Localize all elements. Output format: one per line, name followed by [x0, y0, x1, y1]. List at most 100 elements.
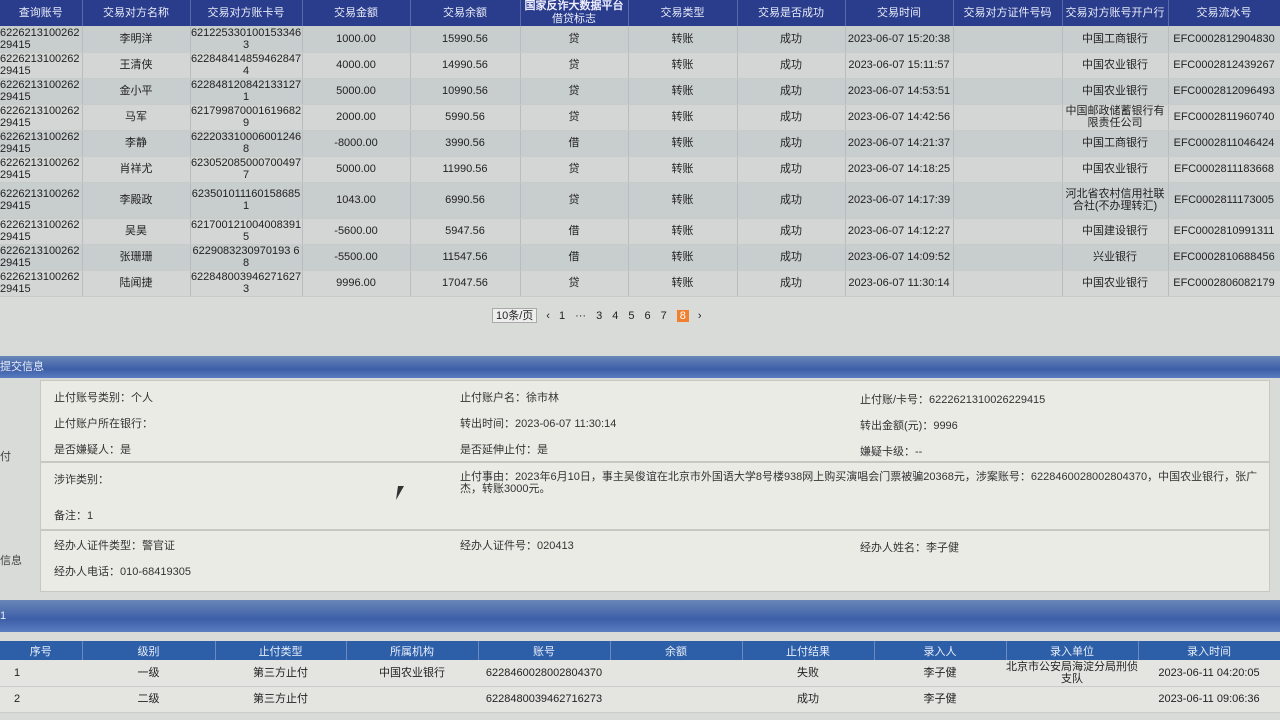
table-cell: 中国农业银行 — [1062, 78, 1169, 105]
column-header[interactable]: 交易是否成功 — [737, 0, 846, 26]
case-info-panel — [40, 462, 1270, 530]
table-cell: 成功 — [742, 686, 874, 713]
table-row[interactable]: 6226213100262 29415 陆闻捷 622848003946271627… — [0, 270, 1280, 297]
table-row[interactable]: 6226213100262 29415 李静 6222033100060012468… — [0, 130, 1280, 157]
table-cell: 2023-06-07 14:17:39 — [845, 182, 954, 219]
table-cell — [953, 104, 1063, 131]
table-cell: 转账 — [628, 244, 738, 271]
table-cell: 转账 — [628, 130, 738, 157]
column-header[interactable]: 交易余额 — [410, 0, 521, 26]
table-cell: EFC0002810991311 — [1168, 218, 1280, 245]
table-cell: 李明洋 — [82, 26, 191, 53]
table-cell: 吴昊 — [82, 218, 191, 245]
bank: 止付账户所在银行： — [54, 418, 153, 430]
table-cell: 借 — [520, 244, 629, 271]
stop-section-header: 1 — [0, 600, 1280, 632]
table-cell: 转账 — [628, 104, 738, 131]
table-cell: 6226213100262 29415 — [0, 130, 83, 157]
page-button[interactable]: 3 — [596, 309, 603, 322]
table-cell: 4000.00 — [302, 52, 411, 79]
table-cell: -5600.00 — [302, 218, 411, 245]
table-cell — [953, 78, 1063, 105]
section-title: 1 — [0, 610, 7, 622]
table-cell: 5947.56 — [410, 218, 521, 245]
table-row[interactable]: 6226213100262 29415 王清侠 622848414859462847… — [0, 52, 1280, 79]
table-cell: 贷 — [520, 182, 629, 219]
transactions-table: 查询账号 交易对方名称 交易对方账卡号 交易金额 交易余额 借贷标志 交易类型 交易是否成功交… — [0, 0, 1280, 297]
table-row[interactable]: 6226213100262 29415 马军 6217998700016196829… — [0, 104, 1280, 131]
column-header[interactable]: 交易金额 — [302, 0, 411, 26]
table-cell: 2023-06-11 09:06:36 — [1138, 686, 1280, 713]
remark: 备注：1 — [54, 510, 94, 522]
table-row[interactable]: 6226213100262 29415 李明洋 621225330100153346… — [0, 26, 1280, 53]
table-cell: 成功 — [737, 182, 846, 219]
table-cell: 6217998700016196829 — [190, 104, 303, 131]
table-cell: 中国工商银行 — [1062, 130, 1169, 157]
table-cell: 成功 — [737, 270, 846, 297]
table-cell: 6228481208421331271 — [190, 78, 303, 105]
table-cell: 6230520850007004977 — [190, 156, 303, 183]
page-button[interactable]: 8 — [676, 309, 689, 322]
card-no: 止付账/卡号：6222621310026229415 — [860, 394, 1046, 406]
table-row[interactable]: 6226213100262 29415 张珊珊 6229083230970193 6… — [0, 244, 1280, 271]
table-cell — [953, 156, 1063, 183]
table-cell: 成功 — [737, 26, 846, 53]
column-header[interactable]: 交易对方证件号码 — [953, 0, 1063, 26]
column-header[interactable]: 借贷标志 — [520, 0, 629, 26]
page-button[interactable]: ··· — [575, 309, 587, 322]
table-row[interactable]: 6226213100262 29415 吴昊 6217001210040083915… — [0, 218, 1280, 245]
account-info-panel — [40, 380, 1270, 462]
column-header[interactable]: 交易时间 — [845, 0, 954, 26]
side-label: 信息 — [0, 555, 22, 567]
table-cell — [346, 686, 478, 713]
table-cell: EFC0002811960740 — [1168, 104, 1280, 131]
officer-info-panel — [40, 530, 1270, 592]
column-header[interactable]: 查询账号 — [0, 0, 83, 26]
column-header[interactable]: 交易类型 — [628, 0, 738, 26]
table-cell: 转账 — [628, 182, 738, 219]
column-header[interactable]: 交易对方名称 — [82, 0, 191, 26]
table-row[interactable]: 6226213100262 29415 肖祥尤 623052085000700497… — [0, 156, 1280, 183]
table-cell: 2023-06-07 15:11:57 — [845, 52, 954, 79]
table-cell: 6226213100262 29415 — [0, 52, 83, 79]
table-cell: 中国农业银行 — [1062, 156, 1169, 183]
table-cell: EFC0002812904830 — [1168, 26, 1280, 53]
page-button[interactable]: 6 — [644, 309, 651, 322]
next-page-button[interactable]: › — [697, 309, 702, 322]
table-row[interactable]: 6226213100262 29415 李殿政 623501011160158685… — [0, 182, 1280, 219]
page-button[interactable]: 4 — [612, 309, 619, 322]
column-header: 录入单位 — [1006, 641, 1139, 660]
table-cell: 2023-06-07 14:42:56 — [845, 104, 954, 131]
submit-section-header: 提交信息 — [0, 356, 1280, 378]
table-cell: 2023-06-11 04:20:05 — [1138, 660, 1280, 687]
table-row[interactable]: 6226213100262 29415 金小平 622848120842133127… — [0, 78, 1280, 105]
page-size-select[interactable]: 10条/页 — [492, 308, 538, 323]
table-cell: 失败 — [742, 660, 874, 687]
table-cell: 中国农业银行 — [1062, 52, 1169, 79]
table-cell: 2023-06-07 14:53:51 — [845, 78, 954, 105]
table-cell: 成功 — [737, 244, 846, 271]
column-header[interactable]: 交易对方账号开户行 — [1062, 0, 1169, 26]
prev-page-button[interactable]: ‹ — [546, 309, 550, 322]
column-header[interactable]: 交易对方账卡号 — [190, 0, 303, 26]
table-cell: 贷 — [520, 78, 629, 105]
table-cell: 马军 — [82, 104, 191, 131]
column-header: 账号 — [478, 641, 611, 660]
column-header: 录入人 — [874, 641, 1007, 660]
page-button[interactable]: 1 — [558, 309, 566, 322]
table-cell: 10990.56 — [410, 78, 521, 105]
column-header[interactable]: 交易流水号 — [1168, 0, 1280, 26]
table-cell: 第三方止付 — [215, 686, 346, 713]
table-cell: 6226213100262 29415 — [0, 78, 83, 105]
page-button[interactable]: 7 — [660, 309, 667, 322]
table-cell: 6212253301001533463 — [190, 26, 303, 53]
table-cell: 贷 — [520, 156, 629, 183]
column-header: 止付类型 — [215, 641, 347, 660]
page-button[interactable]: 5 — [628, 309, 635, 322]
table-cell: EFC0002811173005 — [1168, 182, 1280, 219]
table-row[interactable]: 1 一级 第三方止付 中国农业银行 6228460028002804370 失败 李子健 北京… — [0, 660, 1280, 687]
table-cell: 成功 — [737, 78, 846, 105]
table-cell: 转账 — [628, 52, 738, 79]
table-row[interactable]: 2 二级 第三方止付 6228480039462716273 成功 李子健 2023-06-… — [0, 686, 1280, 713]
stop-payment-table: 序号 级别 止付类型 所属机构 账号 余额 止付结果 录入人 录入单位 录入时间 1 一级 第三方止付… — [0, 641, 1280, 713]
